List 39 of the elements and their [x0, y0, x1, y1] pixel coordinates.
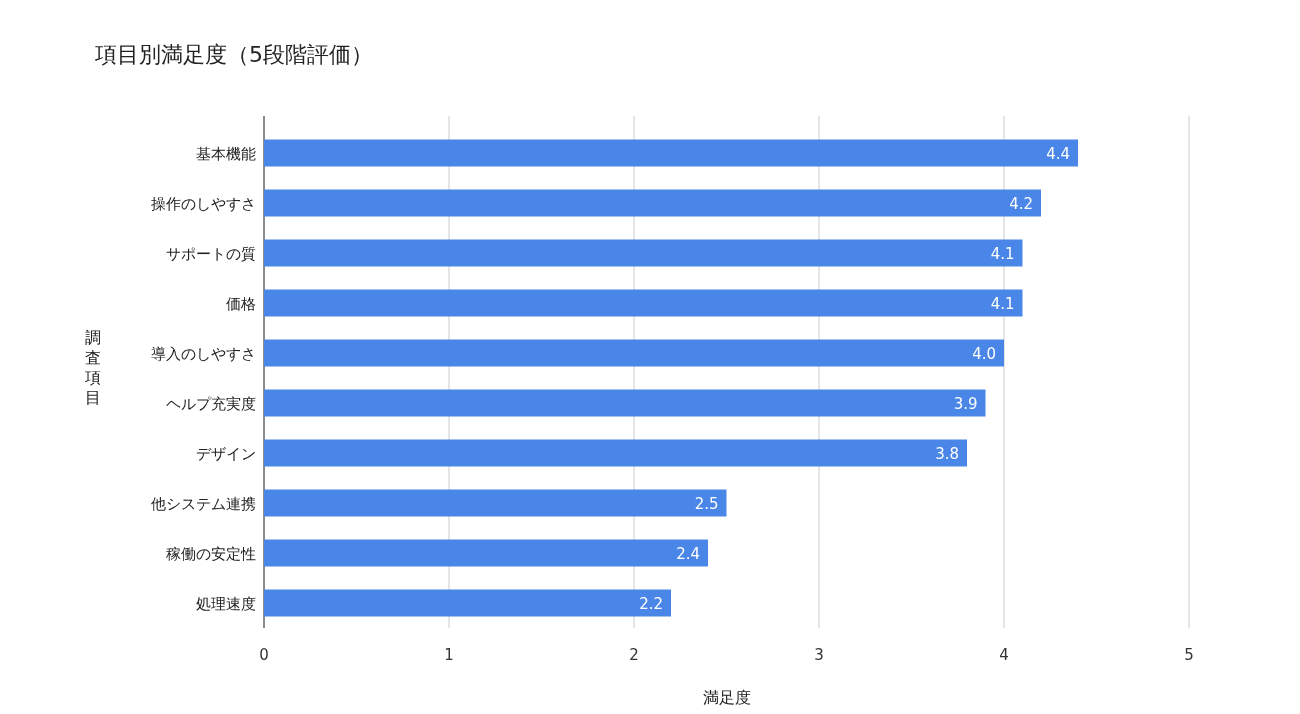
- y-tick-label: 操作のしやすさ: [151, 195, 256, 213]
- data-label: 4.1: [990, 295, 1015, 313]
- data-label: 4.0: [972, 345, 996, 363]
- data-label: 3.8: [935, 445, 959, 463]
- x-tick-label: 0: [259, 646, 269, 664]
- y-tick-label: 稼働の安定性: [166, 545, 256, 563]
- x-axis-title: 満足度: [702, 688, 751, 707]
- y-tick-label: ヘルプ充実度: [166, 395, 256, 413]
- y-tick-label: デザイン: [196, 445, 256, 463]
- y-axis-title: 調査項目: [84, 328, 101, 407]
- bar: [264, 339, 1004, 367]
- x-tick-label: 5: [1184, 646, 1194, 664]
- data-label: 2.2: [639, 595, 663, 613]
- bar: [264, 439, 967, 467]
- data-label: 4.2: [1009, 195, 1033, 213]
- bar: [264, 539, 708, 567]
- data-label: 4.4: [1046, 145, 1070, 163]
- y-tick-label: 他システム連携: [151, 495, 256, 513]
- y-tick-label: 導入のしやすさ: [151, 345, 256, 363]
- y-tick-label: 基本機能: [196, 145, 256, 163]
- data-label: 3.9: [953, 395, 978, 413]
- data-label: 2.5: [694, 495, 719, 513]
- data-label: 4.1: [990, 245, 1015, 263]
- bar: [264, 189, 1041, 217]
- bar: [264, 389, 986, 417]
- x-tick-label: 1: [444, 646, 454, 664]
- x-tick-label: 4: [999, 646, 1009, 664]
- bar: [264, 489, 727, 517]
- bar: [264, 239, 1023, 267]
- chart-title: 項目別満足度（5段階評価）: [94, 42, 373, 67]
- bar: [264, 589, 671, 617]
- x-tick-label: 2: [629, 646, 639, 664]
- bar: [264, 289, 1023, 317]
- y-tick-label: サポートの質: [166, 245, 256, 263]
- bar: [264, 139, 1078, 167]
- x-tick-label: 3: [814, 646, 824, 664]
- data-label: 2.4: [676, 545, 700, 563]
- y-tick-label: 価格: [226, 295, 256, 313]
- y-tick-label: 処理速度: [196, 595, 256, 613]
